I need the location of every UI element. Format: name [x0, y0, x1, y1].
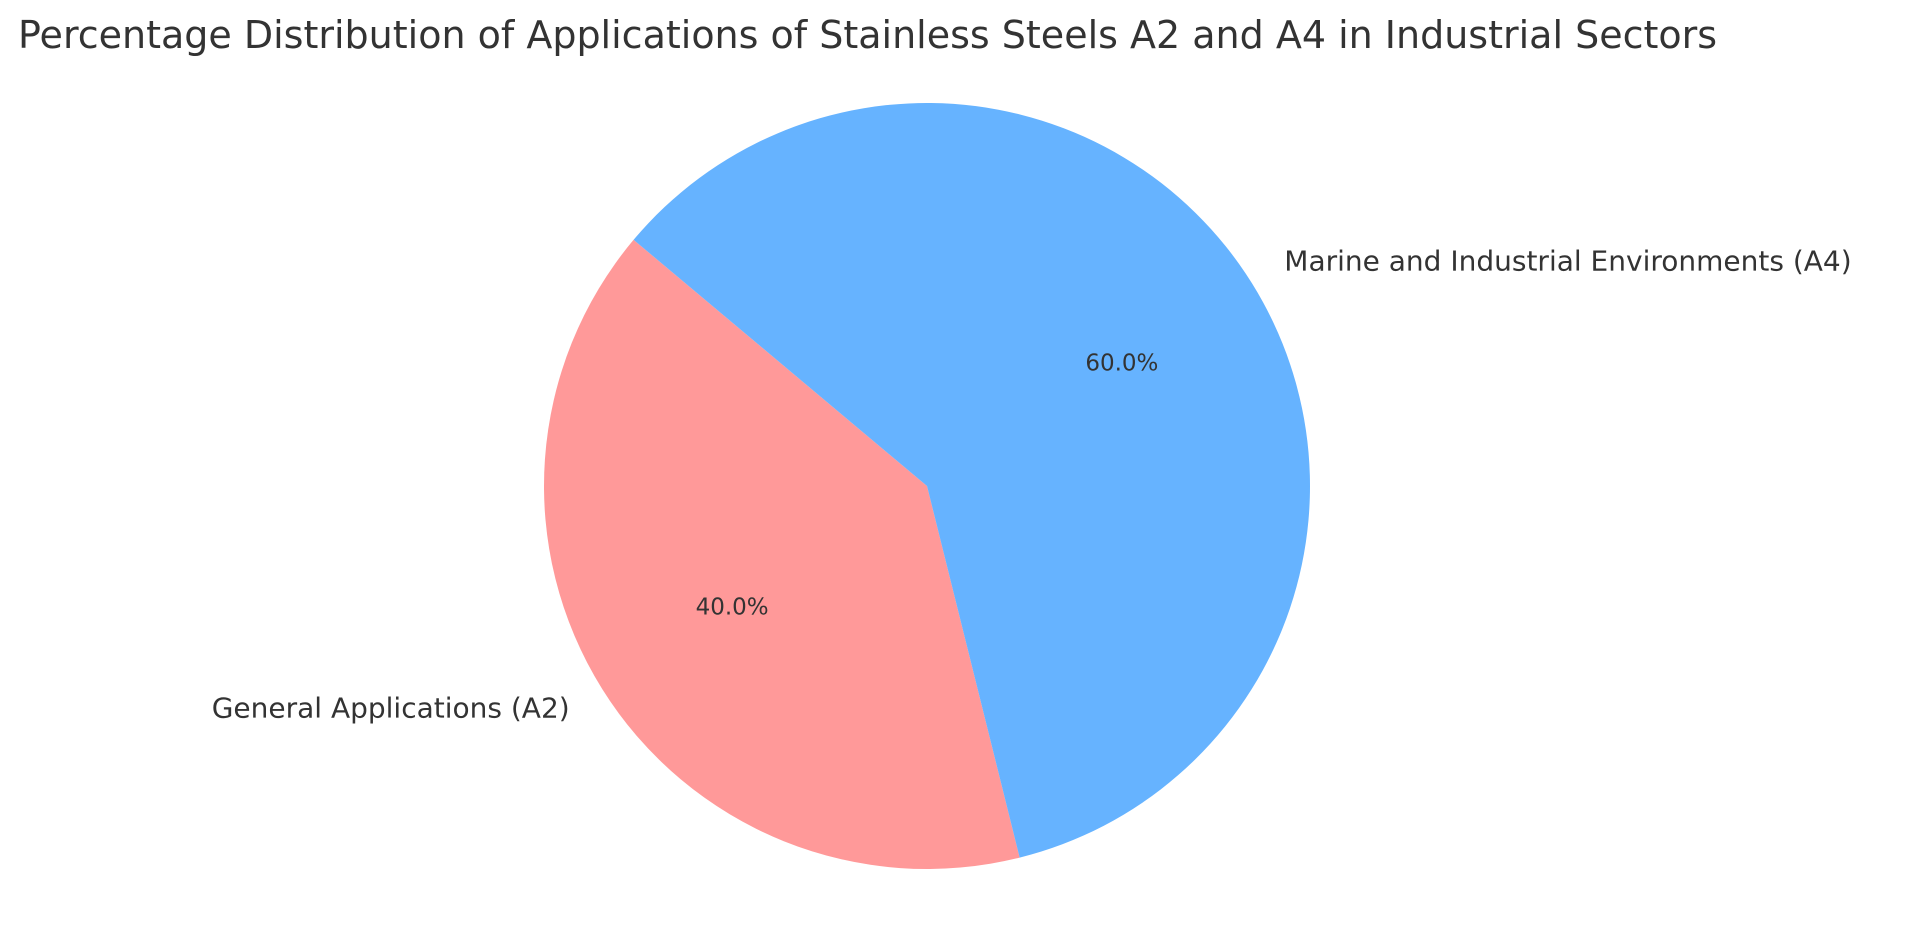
- slice-percent-label: 60.0%: [1085, 351, 1158, 377]
- pie-labels: General Applications (A2) 40.0% Marine and…: [212, 245, 1852, 725]
- slice-label: Marine and Industrial Environments (A4): [1284, 245, 1851, 278]
- slice-label: General Applications (A2): [212, 691, 570, 724]
- pie-slices: [543, 103, 1310, 870]
- slice-percent-label: 40.0%: [696, 594, 769, 620]
- pie-slice: [633, 103, 1310, 858]
- chart-title: Percentage Distribution of Applications …: [18, 13, 1717, 57]
- pie-slice: [543, 239, 1020, 870]
